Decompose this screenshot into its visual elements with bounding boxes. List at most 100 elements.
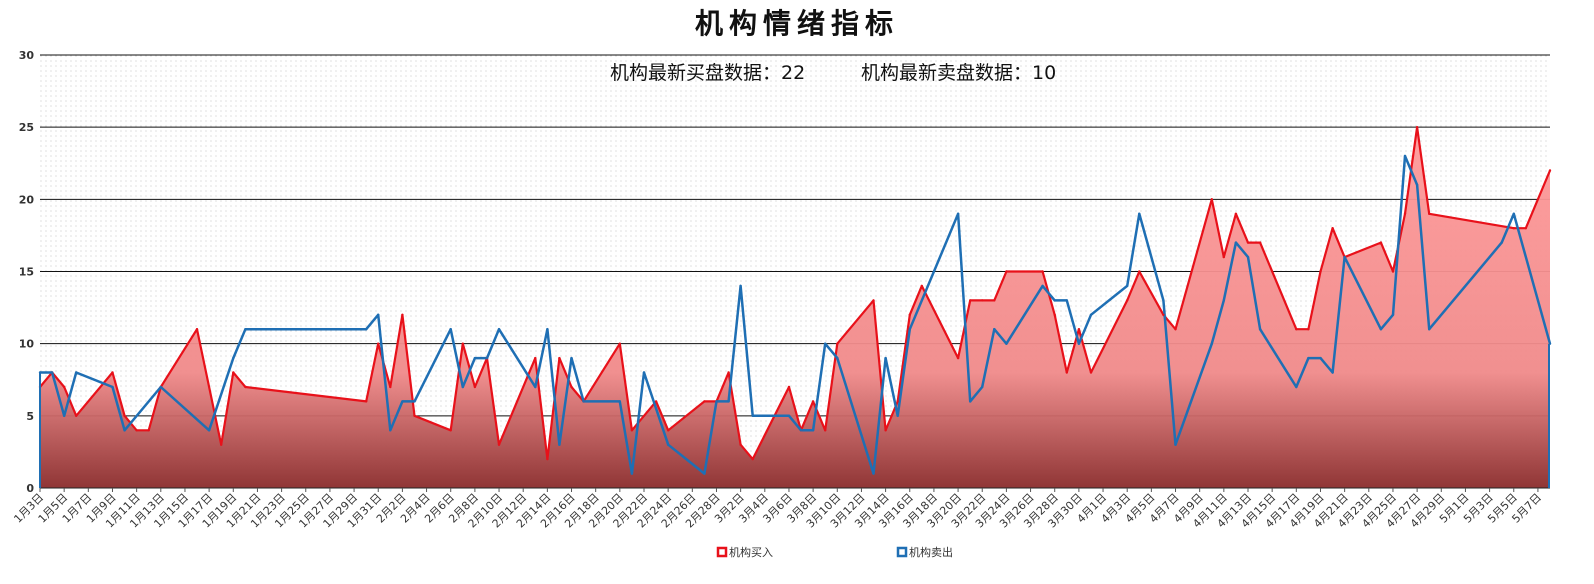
buy-point <box>1319 270 1322 273</box>
sell-point <box>558 443 561 446</box>
sell-point <box>1126 284 1129 288</box>
sell-point <box>1331 371 1334 374</box>
sell-point <box>1005 342 1008 345</box>
buy-point <box>570 385 573 389</box>
buy-point <box>123 414 126 417</box>
buy-point <box>836 342 839 345</box>
sell-point <box>1041 284 1044 288</box>
sell-point <box>75 371 78 374</box>
sell-point <box>1222 299 1226 302</box>
sell-point <box>244 328 247 331</box>
buy-point <box>111 371 114 374</box>
buy-point <box>654 400 658 403</box>
buy-point <box>1041 270 1044 273</box>
y-tick-label: 20 <box>19 193 35 206</box>
buy-point <box>1548 169 1552 172</box>
buy-point <box>1210 198 1214 201</box>
buy-point <box>1246 241 1250 244</box>
buy-point <box>401 313 404 316</box>
sell-point <box>1065 299 1069 302</box>
sell-point <box>1391 313 1395 316</box>
legend-label-sell: 机构卖出 <box>909 545 953 559</box>
sell-point <box>884 356 887 360</box>
y-tick-label: 25 <box>19 121 34 134</box>
buy-point <box>908 313 911 316</box>
y-tick-label: 0 <box>26 482 34 495</box>
sell-point <box>727 400 730 403</box>
sell-point <box>836 356 839 360</box>
buy-point <box>1295 328 1298 331</box>
sell-point <box>159 385 162 389</box>
sell-point <box>811 429 815 432</box>
sell-point <box>461 385 464 389</box>
buy-point <box>1089 371 1093 374</box>
buy-point <box>1512 227 1516 230</box>
sell-point <box>1379 328 1383 331</box>
buy-point <box>739 443 742 446</box>
legend-swatch-sell <box>896 546 908 558</box>
buy-point <box>872 299 875 302</box>
buy-point <box>244 385 247 389</box>
buy-point <box>389 385 392 389</box>
buy-point <box>413 414 416 417</box>
chart-title: 机构情绪指标 <box>694 7 899 40</box>
sell-point <box>50 371 54 374</box>
buy-point <box>1428 212 1431 215</box>
sell-point <box>715 400 718 403</box>
sell-point <box>630 472 634 475</box>
sell-point <box>570 356 573 360</box>
buy-point <box>824 429 827 432</box>
sell-point <box>703 472 706 475</box>
buy-point <box>787 385 791 389</box>
legend-item-sell[interactable]: 机构卖出 <box>896 545 953 559</box>
legend-swatch-buy <box>716 546 728 558</box>
buy-point <box>461 342 464 345</box>
sell-point <box>232 356 235 360</box>
buy-point <box>993 299 996 302</box>
legend: 机构买入 机构卖出 <box>716 545 953 559</box>
sell-point <box>1307 356 1310 360</box>
sell-point <box>1138 212 1141 215</box>
buy-point <box>147 429 150 432</box>
sell-point <box>207 429 211 432</box>
sell-point <box>377 313 380 316</box>
legend-label-buy: 机构买入 <box>729 545 773 559</box>
buy-point <box>703 400 706 403</box>
buy-point <box>1077 328 1081 331</box>
sell-stat-text: 机构最新卖盘数据：10 <box>861 62 1056 84</box>
sell-point <box>401 400 404 403</box>
buy-point <box>667 429 670 432</box>
sell-point <box>485 356 489 360</box>
sell-point <box>1415 183 1419 187</box>
buy-point <box>1234 212 1238 215</box>
sell-point <box>667 443 670 446</box>
buy-point <box>473 385 477 389</box>
sell-point <box>62 414 66 417</box>
sell-point <box>449 328 452 331</box>
buy-point <box>751 457 754 461</box>
buy-point <box>1174 328 1177 331</box>
y-axis-ticks: 0 5 10 15 20 25 30 <box>19 49 35 495</box>
sell-point <box>1234 241 1238 244</box>
buy-point <box>1222 255 1226 259</box>
buy-point <box>449 429 452 432</box>
x-axis-ticks: 1月3日1月5日1月7日1月9日1月11日1月13日1月15日1月17日1月19… <box>11 488 1544 531</box>
sell-point <box>111 385 114 389</box>
buy-point <box>956 356 960 360</box>
sell-point <box>123 429 126 432</box>
sell-point <box>1077 342 1081 345</box>
sell-point <box>618 400 621 403</box>
buy-point <box>377 342 380 345</box>
sell-point <box>824 342 827 345</box>
sell-point <box>473 356 477 360</box>
buy-point <box>1415 126 1419 129</box>
legend-item-buy[interactable]: 机构买入 <box>716 545 773 559</box>
buy-point <box>1307 328 1310 331</box>
buy-point <box>534 356 537 360</box>
sell-point <box>1162 299 1165 302</box>
buy-point <box>630 429 634 432</box>
sell-point <box>1089 313 1093 316</box>
buy-point <box>1258 241 1262 244</box>
y-tick-label: 30 <box>19 49 35 62</box>
